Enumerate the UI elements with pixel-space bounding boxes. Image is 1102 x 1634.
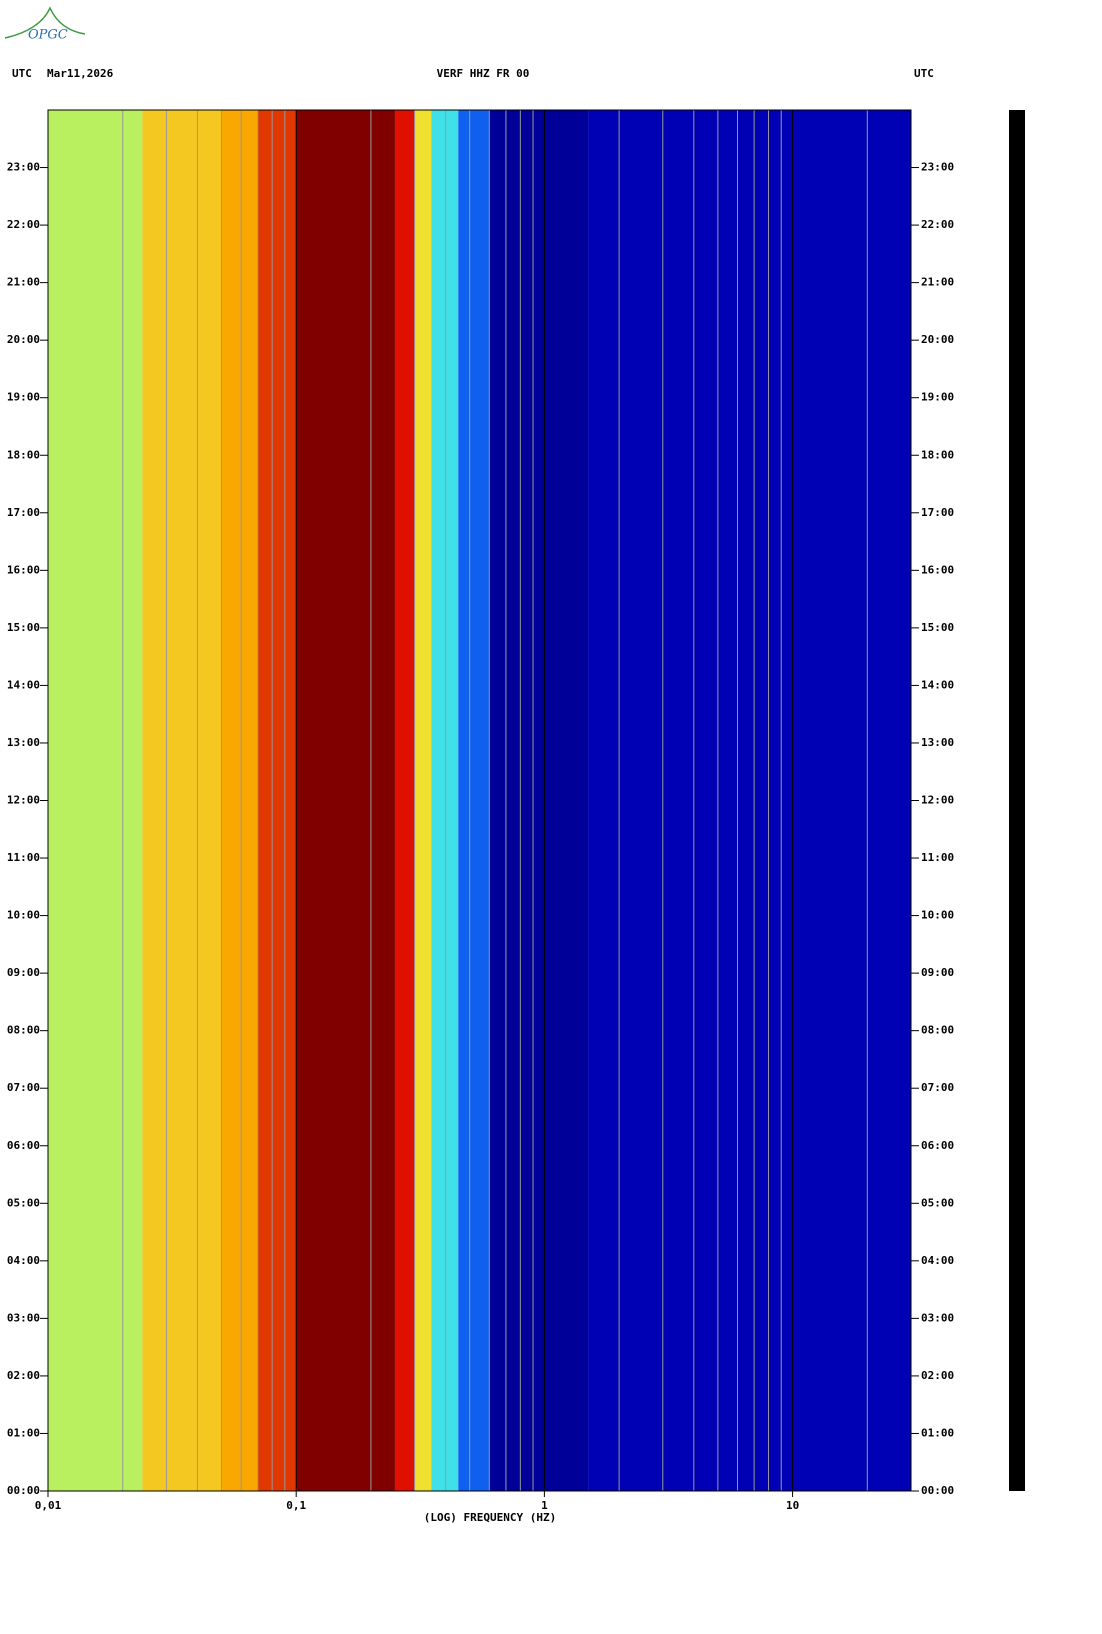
spectrum-band xyxy=(458,110,490,1491)
left-label: UTC xyxy=(12,67,32,80)
x-tick-label: 10 xyxy=(786,1499,799,1512)
y-tick-label: 09:00 xyxy=(921,966,954,979)
y-tick-label: 00:00 xyxy=(7,1484,40,1497)
y-tick-label: 04:00 xyxy=(7,1254,40,1267)
y-tick-label: 22:00 xyxy=(7,218,40,231)
logo: OPGC xyxy=(28,28,68,43)
y-tick-label: 06:00 xyxy=(921,1139,954,1152)
y-tick-label: 14:00 xyxy=(921,678,954,691)
date: Mar11,2026 xyxy=(47,67,114,80)
spectrum-band xyxy=(489,110,589,1491)
y-tick-label: 15:00 xyxy=(7,621,40,634)
y-tick-label: 08:00 xyxy=(921,1024,954,1037)
y-tick-label: 12:00 xyxy=(921,794,954,807)
y-tick-label: 05:00 xyxy=(921,1196,954,1209)
y-tick-label: 11:00 xyxy=(921,851,954,864)
spectrum-band xyxy=(394,110,415,1491)
y-tick-label: 20:00 xyxy=(921,333,954,346)
y-tick-label: 14:00 xyxy=(7,678,40,691)
y-tick-label: 09:00 xyxy=(7,966,40,979)
y-tick-label: 13:00 xyxy=(921,736,954,749)
y-tick-label: 22:00 xyxy=(921,218,954,231)
spectrum-band xyxy=(431,110,459,1491)
y-tick-label: 07:00 xyxy=(921,1081,954,1094)
y-tick-label: 18:00 xyxy=(7,448,40,461)
y-tick-label: 21:00 xyxy=(921,276,954,289)
waveform xyxy=(1009,110,1025,1491)
y-tick-label: 00:00 xyxy=(921,1484,954,1497)
spectrum-band xyxy=(296,110,395,1491)
y-tick-label: 03:00 xyxy=(921,1311,954,1324)
y-tick-label: 17:00 xyxy=(7,506,40,519)
y-tick-label: 21:00 xyxy=(7,276,40,289)
y-tick-label: 10:00 xyxy=(7,909,40,922)
y-tick-label: 19:00 xyxy=(7,391,40,404)
y-tick-label: 01:00 xyxy=(921,1426,954,1439)
plot-frame xyxy=(47,109,912,1492)
spectrum-band xyxy=(588,110,911,1491)
y-tick-label: 16:00 xyxy=(7,563,40,576)
y-tick-label: 01:00 xyxy=(7,1426,40,1439)
chart-title: VERF HHZ FR 00 xyxy=(437,67,530,80)
y-tick-label: 10:00 xyxy=(921,909,954,922)
y-tick-label: 02:00 xyxy=(921,1369,954,1382)
spectrum-band xyxy=(257,110,297,1491)
y-tick-label: 23:00 xyxy=(921,161,954,174)
y-tick-label: 12:00 xyxy=(7,794,40,807)
y-tick-label: 11:00 xyxy=(7,851,40,864)
y-tick-label: 04:00 xyxy=(921,1254,954,1267)
logo-mark xyxy=(4,6,86,39)
x-tick-label: 0,01 xyxy=(35,1499,62,1512)
x-tick-label: 0,1 xyxy=(286,1499,306,1512)
x-axis-label: (LOG) FREQUENCY (HZ) xyxy=(424,1511,556,1524)
y-tick-label: 13:00 xyxy=(7,736,40,749)
y-tick-label: 20:00 xyxy=(7,333,40,346)
spectrum-band xyxy=(414,110,432,1491)
y-tick-label: 02:00 xyxy=(7,1369,40,1382)
y-tick-label: 23:00 xyxy=(7,161,40,174)
y-tick-label: 03:00 xyxy=(7,1311,40,1324)
x-tick-label: 1 xyxy=(541,1499,548,1512)
y-tick-label: 18:00 xyxy=(921,448,954,461)
right-label: UTC xyxy=(914,67,934,80)
y-tick-label: 07:00 xyxy=(7,1081,40,1094)
y-tick-label: 06:00 xyxy=(7,1139,40,1152)
y-tick-label: 16:00 xyxy=(921,563,954,576)
y-tick-label: 08:00 xyxy=(7,1024,40,1037)
y-tick-label: 05:00 xyxy=(7,1196,40,1209)
y-tick-label: 15:00 xyxy=(921,621,954,634)
spectrum-band xyxy=(48,110,143,1491)
y-tick-label: 19:00 xyxy=(921,391,954,404)
spectrum-band xyxy=(221,110,258,1491)
y-tick-label: 17:00 xyxy=(921,506,954,519)
spectrum-band xyxy=(142,110,222,1491)
